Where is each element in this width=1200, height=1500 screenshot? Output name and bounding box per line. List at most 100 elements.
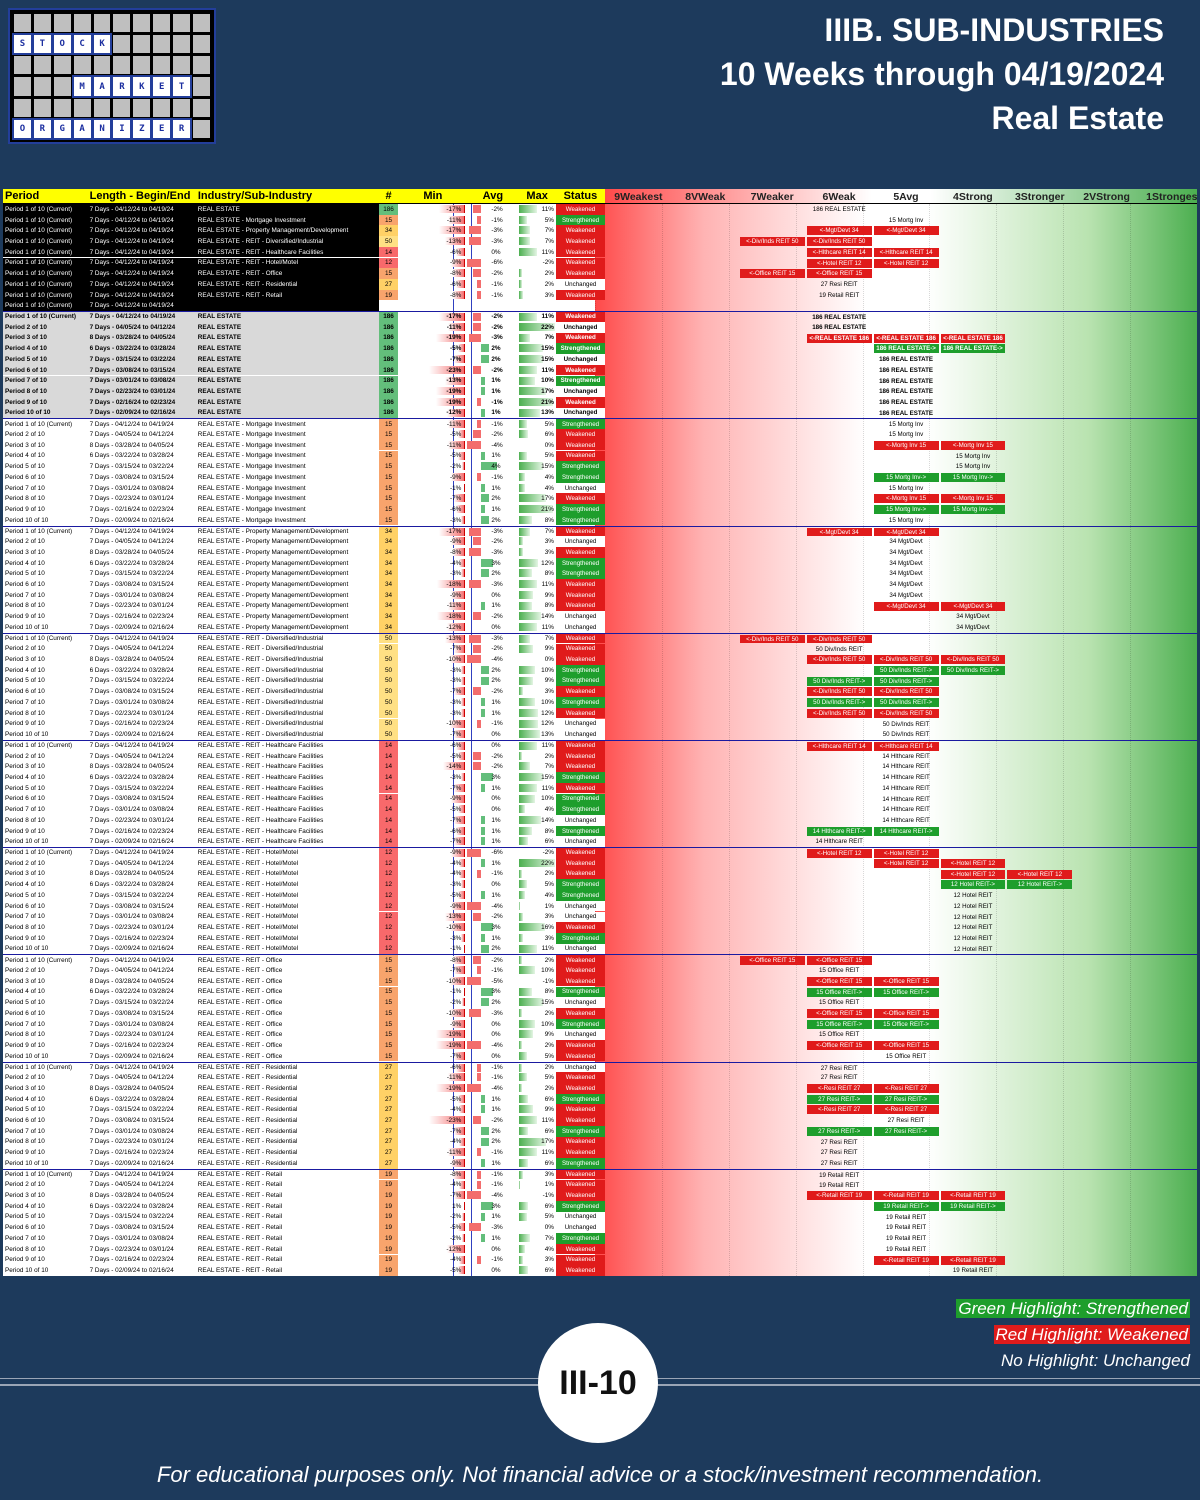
- cell-count: 50: [378, 675, 399, 687]
- cell-min: -11%: [398, 215, 467, 226]
- cell-industry: REAL ESTATE - REIT - Hotel/Motel: [195, 922, 379, 933]
- cell-length: 6 Days - 03/22/24 to 03/28/24: [87, 664, 196, 676]
- max-value: 5%: [544, 216, 554, 224]
- min-value: -4%: [449, 1181, 462, 1189]
- cell-industry: REAL ESTATE - REIT - Hotel/Motel: [195, 911, 379, 923]
- min-bar: [460, 773, 466, 782]
- table-row: Period 1 of 10 (Current) 7 Days - 04/12/2…: [3, 214, 1197, 226]
- max-bar: [518, 313, 537, 322]
- cell-max: -2%: [519, 848, 556, 858]
- cell-industry: REAL ESTATE: [195, 321, 379, 333]
- cell-count: 19: [378, 289, 399, 301]
- cell-length: 7 Days - 02/23/24 to 03/01/24: [87, 600, 196, 612]
- table-row: Period 3 of 10 8 Days - 03/28/24 to 04/05…: [3, 868, 1197, 880]
- cell-count: 186: [378, 407, 399, 419]
- min-value: -11%: [446, 1074, 462, 1082]
- cell-industry: REAL ESTATE - REIT - Healthcare Faciliti…: [195, 804, 379, 815]
- avg-value: -1%: [491, 398, 503, 406]
- max-bar: [518, 1266, 529, 1275]
- page-sector: Real Estate: [991, 100, 1164, 136]
- cell-count: 19: [378, 1211, 399, 1223]
- max-value: 0%: [544, 656, 554, 664]
- cell-count: 14: [378, 750, 399, 762]
- cell-min: -11%: [398, 419, 467, 429]
- cell-length: 7 Days - 04/05/24 to 04/12/24: [87, 857, 196, 869]
- scale-cells: 27 Resi REIT: [605, 1115, 1197, 1126]
- max-value: 4%: [544, 806, 554, 814]
- min-bar: [455, 826, 466, 835]
- cell-length: 7 Days - 04/12/24 to 04/19/24: [87, 1062, 196, 1073]
- cell-max: 1%: [518, 1180, 556, 1191]
- max-bar: [518, 558, 539, 567]
- logo-cell: E: [151, 75, 173, 98]
- cell-max: 8%: [518, 515, 556, 526]
- min-value: -9%: [449, 795, 462, 803]
- table-row: Period 9 of 10 7 Days - 02/16/24 to 02/23…: [3, 1147, 1197, 1158]
- logo-cell: [14, 98, 31, 117]
- cell-status: Weakened: [555, 439, 606, 451]
- strength-tag: 14 Hlthcare REIT: [882, 795, 930, 803]
- cell-max: 7%: [518, 761, 556, 772]
- cell-max: 10%: [518, 376, 556, 387]
- max-value: 6%: [544, 1095, 554, 1103]
- cell-length: 7 Days - 02/09/24 to 02/16/24: [87, 836, 196, 848]
- max-value: 3%: [544, 934, 554, 942]
- avg-value: 4%: [491, 463, 501, 471]
- min-value: -11%: [446, 441, 462, 449]
- avg-bar: [481, 891, 486, 900]
- logo-cell: [173, 35, 191, 54]
- scale-cells: 15 Office REIT: [605, 1029, 1197, 1040]
- cell-industry: REAL ESTATE - REIT - Residential: [195, 1104, 379, 1116]
- cell-min: -5%: [398, 343, 467, 354]
- cell-status: Weakened: [555, 526, 606, 537]
- cell-avg: -1%: [467, 869, 518, 880]
- cell-period: Period 3 of 10: [3, 547, 88, 558]
- cell-max: 0%: [519, 654, 556, 665]
- cell-period: Period 10 of 10: [3, 1050, 88, 1062]
- strength-tag: 34 Mgt/Devt: [889, 570, 923, 578]
- avg-bar: [481, 505, 486, 514]
- min-bar: [460, 698, 466, 707]
- strength-tag: <-Div/Inds REIT 50: [806, 708, 872, 718]
- max-value: 13%: [541, 731, 554, 739]
- min-bar: [452, 290, 466, 299]
- avg-value: 0%: [491, 623, 501, 631]
- scale-label: 2VStrong: [1083, 190, 1130, 203]
- avg-value: -1%: [491, 1149, 503, 1157]
- table-row: Period 5 of 10 7 Days - 03/15/24 to 03/22…: [3, 461, 1197, 472]
- cell-industry: REAL ESTATE - Property Management/Develo…: [195, 526, 379, 537]
- col-length: Length - Begin/End: [89, 190, 191, 202]
- min-value: -23%: [446, 366, 462, 374]
- cell-status: Strengthened: [555, 675, 606, 687]
- cell-count: 15: [378, 429, 399, 440]
- cell-min: -6%: [398, 247, 467, 258]
- max-value: 3%: [544, 538, 554, 546]
- cell-count: 50: [378, 707, 399, 719]
- max-value: 6%: [544, 1267, 554, 1275]
- min-value: -3%: [449, 773, 462, 781]
- cell-min: -9%: [398, 1019, 467, 1030]
- avg-bar: [469, 527, 482, 536]
- cell-max: 6%: [518, 1158, 556, 1169]
- max-bar: [518, 987, 532, 996]
- min-bar: [455, 247, 466, 256]
- min-bar: [454, 687, 466, 696]
- cell-avg: 1%: [467, 815, 518, 826]
- cell-avg: 1%: [467, 836, 518, 847]
- cell-industry: REAL ESTATE - REIT - Healthcare Faciliti…: [195, 772, 379, 783]
- min-value: -10%: [446, 720, 462, 728]
- avg-bar: [481, 858, 486, 867]
- cell-industry: REAL ESTATE - Property Management/Develo…: [195, 622, 379, 633]
- min-bar: [460, 880, 466, 889]
- avg-value: 3%: [491, 1202, 501, 1210]
- cell-avg: 1%: [467, 386, 518, 397]
- avg-value: -1%: [491, 473, 503, 481]
- strength-tag: <-Div/Inds REIT 50: [806, 655, 872, 665]
- cell-min: -11%: [398, 1072, 467, 1083]
- scale-cells: 15 Mortg Inv: [605, 419, 1197, 429]
- logo-cell: T: [171, 75, 193, 98]
- cell-max: 0%: [519, 1222, 556, 1233]
- scale-cells: 50 Div/Inds REIT-> 50 Div/Inds REIT->: [605, 697, 1197, 708]
- avg-bar: [473, 205, 482, 213]
- min-value: -8%: [449, 548, 462, 556]
